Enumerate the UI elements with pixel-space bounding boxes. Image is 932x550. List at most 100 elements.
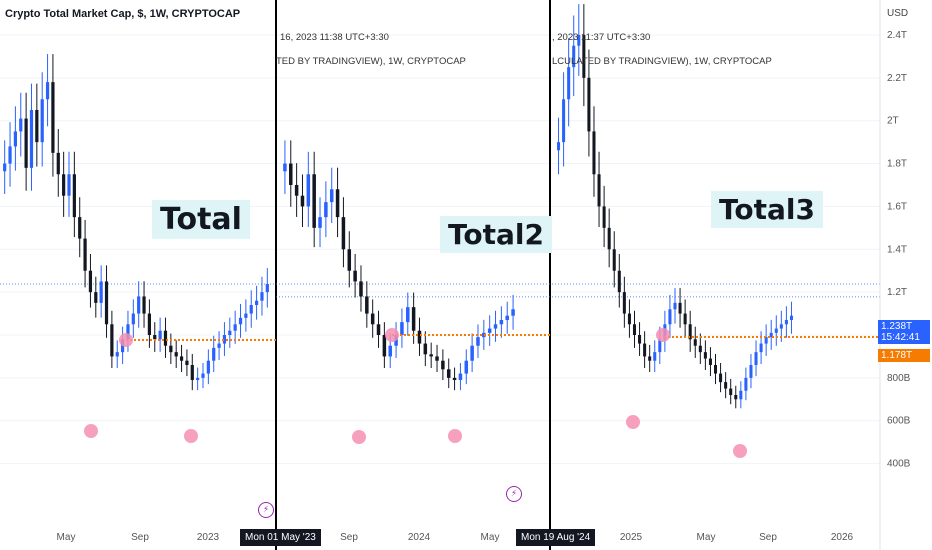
candle-body [347, 249, 352, 271]
candle-body [300, 195, 305, 207]
candle-body [56, 152, 60, 175]
candle-body [643, 343, 647, 357]
candle-body [441, 360, 445, 370]
candle-body [196, 377, 200, 381]
candle-body [8, 146, 12, 164]
candle-body [169, 345, 173, 353]
candle-body [341, 217, 346, 250]
candle-body [222, 335, 227, 344]
candle-body [693, 339, 697, 346]
candle-body [452, 377, 457, 381]
candle-body [698, 345, 702, 353]
candle-body [260, 292, 264, 301]
candle-body [744, 377, 748, 391]
candle-body [110, 324, 114, 357]
candle-body [627, 313, 631, 325]
highlight-marker [119, 333, 133, 347]
highlight-marker [352, 430, 366, 444]
candle-body [289, 163, 293, 185]
candle-body [94, 292, 98, 303]
candle-body [67, 174, 71, 196]
candle-body [592, 131, 596, 175]
candle-body [335, 189, 340, 218]
candle-body [511, 309, 515, 316]
highlight-marker [626, 415, 640, 429]
current-price-tag[interactable]: 1.238T 15:42:41 [878, 320, 930, 344]
candle-body [78, 217, 82, 239]
time-tick-label: Sep [759, 532, 777, 543]
candle-body [435, 356, 439, 361]
candle-body [115, 352, 119, 357]
candle-body [312, 174, 316, 228]
date-flag-1: Mon 01 May '23 [240, 529, 321, 546]
candle-body [607, 227, 611, 250]
candle-body [668, 309, 672, 325]
candle-body [40, 99, 44, 143]
candle-body [784, 319, 788, 325]
candle-body [83, 238, 87, 271]
candle-body [759, 343, 763, 353]
candle-body [212, 347, 216, 361]
candle-body [423, 343, 428, 355]
second-price-tag[interactable]: 1.178T [878, 349, 930, 362]
candle-body [557, 142, 561, 151]
panel-2-header-time: 16, 2023 11:38 UTC+3:30 [280, 32, 389, 43]
current-price-countdown: 15:42:41 [881, 332, 920, 343]
candle-body [51, 82, 55, 153]
callout-total: Total [152, 200, 250, 239]
flash-icon[interactable]: ⚡ [506, 486, 522, 502]
candle-body [622, 292, 626, 314]
candle-body [638, 335, 642, 344]
candle-body [612, 249, 616, 271]
candle-body [228, 330, 232, 335]
candle-body [376, 324, 381, 335]
candle-body [678, 302, 682, 314]
time-tick-label: Sep [131, 532, 149, 543]
candle-body [458, 373, 463, 381]
price-tick-label: 1.6T [887, 201, 907, 212]
candle-body [147, 313, 152, 335]
candle-body [126, 324, 130, 340]
price-tick-label: 2.4T [887, 30, 907, 41]
candle-body [131, 313, 135, 325]
candle-body [163, 330, 168, 346]
highlight-marker [448, 429, 462, 443]
candle-body [137, 296, 141, 314]
candle-body [688, 324, 692, 340]
candle-body [464, 360, 469, 374]
candle-body [653, 352, 657, 361]
candle-body [764, 337, 768, 344]
candle-body [446, 369, 451, 378]
candle-body [739, 390, 743, 400]
candle-body [417, 330, 422, 344]
candle-body [24, 118, 28, 168]
candle-body [35, 109, 39, 143]
candle-body [142, 296, 146, 314]
candle-body [13, 131, 18, 147]
time-tick-label: 2026 [831, 532, 854, 543]
time-tick-label: May [697, 532, 716, 543]
price-axis-unit: USD [887, 8, 909, 19]
candle-body [88, 270, 93, 293]
candle-body [493, 324, 498, 329]
candle-body [779, 324, 783, 329]
candle-body [749, 365, 753, 378]
candle-body [582, 34, 586, 78]
candle-body [329, 189, 334, 203]
date-flag-2: Mon 19 Aug '24 [516, 529, 596, 546]
candle-body [673, 302, 677, 310]
price-tick-label: 1.2T [887, 287, 907, 298]
candle-body [370, 313, 375, 325]
candle-body [476, 337, 480, 346]
candle-body [206, 360, 210, 374]
candle-body [238, 317, 243, 325]
candle-body [597, 174, 601, 207]
price-tick-label: 2T [887, 116, 899, 127]
candle-body [632, 324, 637, 335]
highlight-marker [84, 424, 98, 438]
second-price-value: 1.178T [881, 350, 913, 361]
candle-body [400, 322, 404, 335]
flash-icon[interactable]: ⚡ [258, 502, 274, 518]
candle-body [572, 45, 576, 68]
